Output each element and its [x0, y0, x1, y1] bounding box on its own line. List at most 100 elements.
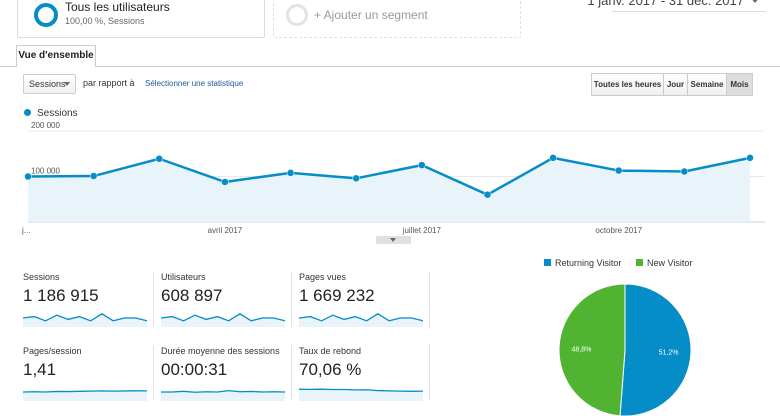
granularity-buttons: Toutes les heures Jour Semaine Mois: [591, 73, 753, 96]
segment-subtitle: 100,00 %, Sessions: [65, 16, 145, 26]
compare-label: par rapport à: [83, 78, 135, 88]
metric-divider: [291, 272, 292, 327]
data-point: [418, 161, 426, 169]
chevron-down-icon: [750, 0, 760, 3]
date-range-picker[interactable]: 1 janv. 2017 - 31 déc. 2017: [587, 0, 760, 8]
data-point: [746, 154, 754, 162]
series-area: [28, 157, 750, 222]
sparkline-area: [161, 390, 285, 401]
pie-legend-label: New Visitor: [647, 258, 693, 268]
metric-avg-session-duration: Durée moyenne des sessions 00:00:31: [161, 346, 291, 402]
metric-label: Pages vues: [299, 272, 347, 282]
metric-users: Utilisateurs 608 897: [161, 272, 291, 328]
select-statistic-link[interactable]: Sélectionner une statistique: [145, 79, 244, 88]
sparkline-area: [299, 389, 423, 401]
segment-title: Tous les utilisateurs: [65, 0, 170, 14]
sparkline-line: [23, 390, 147, 393]
x-tick-label: juillet 2017: [402, 226, 442, 235]
sparkline-area: [161, 313, 285, 327]
granularity-day-button[interactable]: Jour: [663, 73, 688, 96]
sparkline-line: [23, 313, 147, 322]
tab-divider: [0, 66, 780, 67]
pie-legend-label: Returning Visitor: [555, 258, 622, 268]
empty-segment-ring-icon: [286, 4, 308, 26]
metric-pages-per-session: Pages/session 1,41: [23, 346, 153, 402]
data-point: [614, 166, 623, 175]
pie-slice: [619, 283, 692, 416]
metric-sessions: Sessions 1 186 915: [23, 272, 153, 328]
granularity-week-button[interactable]: Semaine: [687, 73, 727, 96]
metric-value: 70,06 %: [299, 360, 362, 379]
legend-series-dot: [24, 109, 31, 116]
metric-sparkline: [299, 388, 423, 401]
metric-value: 1 186 915: [23, 286, 99, 305]
data-point: [155, 155, 164, 163]
legend-series-label: Sessions: [37, 108, 78, 119]
metric-label: Utilisateurs: [161, 272, 206, 282]
y-tick-label: 200 000: [31, 121, 60, 130]
x-tick-label: avril 2017: [208, 226, 243, 235]
metric-label: Durée moyenne des sessions: [161, 346, 280, 356]
metric-bounce-rate: Taux de rebond 70,06 %: [299, 346, 429, 402]
sparkline-line: [161, 389, 285, 393]
metric-sparkline: [161, 313, 285, 327]
granularity-hourly-button[interactable]: Toutes les heures: [591, 73, 664, 96]
data-point: [89, 172, 98, 180]
pie-slice: [558, 283, 626, 416]
metric-label: Taux de rebond: [299, 346, 362, 356]
pie-slice-label: 48,8%: [572, 346, 592, 353]
legend-swatch: [636, 259, 643, 266]
metric-select-value: Sessions: [29, 79, 66, 89]
series-line: [27, 156, 751, 196]
granularity-month-button[interactable]: Mois: [726, 73, 753, 96]
data-point: [483, 190, 492, 199]
metric-value: 00:00:31: [161, 360, 228, 379]
x-tick-label: j...: [21, 226, 30, 235]
metric-sparkline: [299, 313, 423, 327]
metric-sparkline: [161, 389, 285, 401]
add-segment-card[interactable]: + Ajouter un segment: [273, 0, 521, 38]
data-point: [24, 172, 32, 181]
pie-legend-returning: Returning Visitor: [544, 258, 621, 268]
metric-divider: [429, 345, 430, 400]
data-point: [680, 167, 689, 176]
add-segment-label: + Ajouter un segment: [314, 8, 428, 22]
metric-value: 1 669 232: [299, 286, 375, 305]
sparkline-area: [23, 390, 147, 401]
metric-value: 1,41: [23, 360, 57, 379]
x-tick-label: octobre 2017: [595, 226, 642, 235]
sparkline-area: [299, 313, 423, 327]
legend-swatch: [544, 259, 551, 266]
metric-sparkline: [23, 390, 147, 401]
data-point: [549, 154, 557, 162]
metric-label: Pages/session: [23, 346, 82, 356]
segment-all-users-card[interactable]: Tous les utilisateurs 100,00 %, Sessions: [17, 0, 265, 38]
metric-sparkline: [23, 313, 147, 327]
pie-legend-new: New Visitor: [636, 258, 692, 268]
date-range-underline: [612, 11, 766, 12]
sparkline-line: [161, 313, 285, 322]
metric-select[interactable]: Sessions: [23, 74, 76, 94]
metric-value: 608 897: [161, 286, 223, 305]
y-tick-label: 100 000: [31, 167, 60, 176]
sparkline-area: [23, 313, 147, 327]
data-point: [221, 178, 229, 186]
metric-divider: [429, 272, 430, 327]
visitor-type-pie-chart: 51,2% 48,8%: [558, 283, 692, 416]
sparkline-line: [299, 388, 423, 392]
segment-ring-icon: [34, 3, 58, 27]
sessions-line-chart: 200 000 100 000 j... avril 2017 juillet 2017…: [21, 121, 765, 235]
data-point: [352, 174, 360, 183]
data-point: [286, 169, 295, 177]
metric-label: Sessions: [23, 272, 60, 282]
pie-slice-label: 51,2%: [659, 350, 679, 357]
metric-divider: [153, 345, 154, 400]
metric-pageviews: Pages vues 1 669 232: [299, 272, 429, 328]
chevron-down-icon: [64, 82, 70, 86]
sparkline-line: [299, 313, 423, 322]
metric-divider: [153, 272, 154, 327]
tab-overview[interactable]: Vue d'ensemble: [16, 45, 96, 67]
chart-expand-handle[interactable]: [376, 236, 411, 244]
metric-divider: [291, 345, 292, 400]
date-range-label: 1 janv. 2017 - 31 déc. 2017: [587, 0, 744, 8]
